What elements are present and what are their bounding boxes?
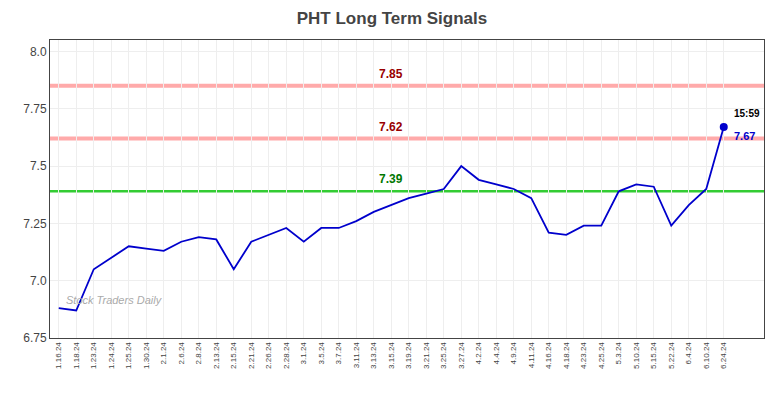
svg-text:3.13.24: 3.13.24	[369, 342, 378, 369]
svg-text:1.16.24: 1.16.24	[54, 342, 63, 369]
svg-text:4.2.24: 4.2.24	[474, 342, 483, 365]
svg-text:4.4.24: 4.4.24	[492, 342, 501, 365]
svg-text:2.28.24: 2.28.24	[282, 342, 291, 369]
svg-text:6.24.24: 6.24.24	[719, 342, 728, 369]
svg-text:1.24.24: 1.24.24	[107, 342, 116, 369]
svg-text:3.5.24: 3.5.24	[317, 342, 326, 365]
svg-text:4.16.24: 4.16.24	[544, 342, 553, 369]
svg-text:2.6.24: 2.6.24	[177, 342, 186, 365]
svg-text:2.8.24: 2.8.24	[194, 342, 203, 365]
svg-text:4.9.24: 4.9.24	[509, 342, 518, 365]
svg-text:2.26.24: 2.26.24	[264, 342, 273, 369]
svg-text:7.25: 7.25	[23, 217, 47, 231]
svg-text:5.22.24: 5.22.24	[667, 342, 676, 369]
svg-text:3.7.24: 3.7.24	[334, 342, 343, 365]
svg-text:7.0: 7.0	[30, 274, 47, 288]
svg-text:3.11.24: 3.11.24	[352, 342, 361, 369]
svg-text:2.13.24: 2.13.24	[212, 342, 221, 369]
svg-text:7.62: 7.62	[379, 120, 403, 134]
svg-text:2.15.24: 2.15.24	[229, 342, 238, 369]
svg-text:PHT Long Term Signals: PHT Long Term Signals	[297, 9, 487, 28]
svg-text:6.75: 6.75	[23, 331, 47, 345]
svg-text:2.1.24: 2.1.24	[159, 342, 168, 365]
svg-text:7.39: 7.39	[379, 172, 403, 186]
svg-text:3.15.24: 3.15.24	[387, 342, 396, 369]
svg-text:4.25.24: 4.25.24	[597, 342, 606, 369]
svg-text:8.0: 8.0	[30, 45, 47, 59]
svg-text:3.27.24: 3.27.24	[457, 342, 466, 369]
svg-text:5.10.24: 5.10.24	[632, 342, 641, 369]
svg-text:4.18.24: 4.18.24	[562, 342, 571, 369]
svg-text:3.21.24: 3.21.24	[422, 342, 431, 369]
svg-text:3.19.24: 3.19.24	[404, 342, 413, 369]
svg-text:5.15.24: 5.15.24	[649, 342, 658, 369]
svg-text:7.85: 7.85	[379, 67, 403, 81]
svg-text:2.21.24: 2.21.24	[247, 342, 256, 369]
svg-text:1.30.24: 1.30.24	[142, 342, 151, 369]
svg-text:5.3.24: 5.3.24	[614, 342, 623, 365]
svg-text:3.25.24: 3.25.24	[439, 342, 448, 369]
svg-text:15:59: 15:59	[734, 108, 760, 119]
svg-text:4.23.24: 4.23.24	[579, 342, 588, 369]
svg-text:7.5: 7.5	[30, 159, 47, 173]
svg-text:1.23.24: 1.23.24	[89, 342, 98, 369]
svg-text:1.18.24: 1.18.24	[72, 342, 81, 369]
svg-text:1.25.24: 1.25.24	[124, 342, 133, 369]
svg-text:6.4.24: 6.4.24	[684, 342, 693, 365]
svg-text:4.11.24: 4.11.24	[527, 342, 536, 369]
svg-text:7.75: 7.75	[23, 102, 47, 116]
svg-text:3.1.24: 3.1.24	[299, 342, 308, 365]
svg-text:7.67: 7.67	[734, 130, 755, 142]
svg-text:6.10.24: 6.10.24	[702, 342, 711, 369]
svg-text:Stock Traders Daily: Stock Traders Daily	[66, 294, 163, 306]
